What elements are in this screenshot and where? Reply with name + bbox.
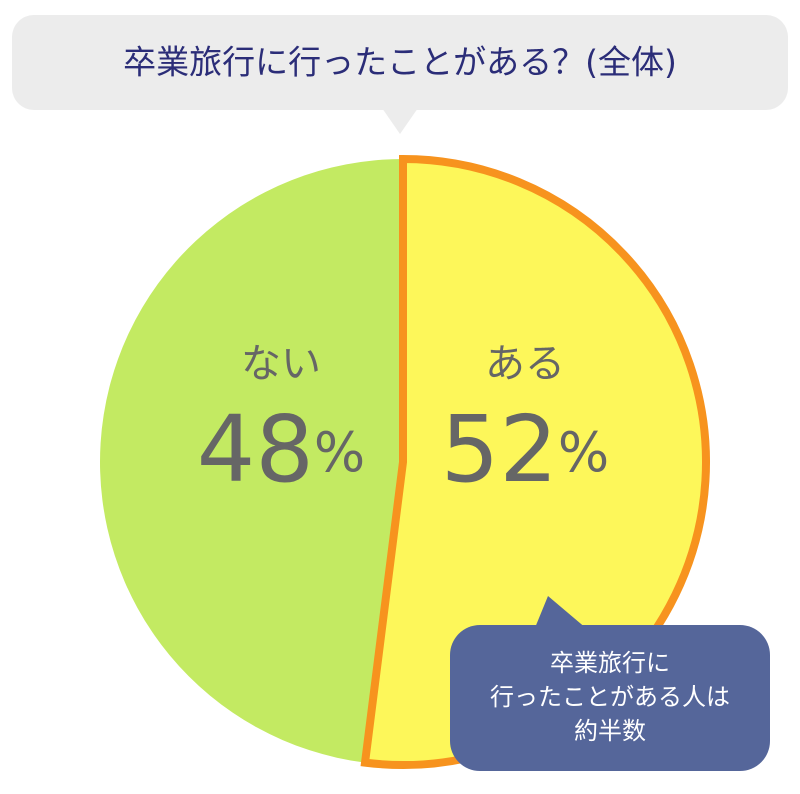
value-label: 52% xyxy=(441,396,609,503)
annotation-line: 行ったことがある人は xyxy=(490,683,730,711)
chart-title: 卒業旅行に行ったことがある？(全体) xyxy=(123,43,677,82)
annotation-bubble xyxy=(450,596,770,771)
bubble-box xyxy=(450,625,770,771)
category-label: ある xyxy=(485,341,565,387)
pie: ある 52% ない 48% xyxy=(99,154,710,769)
category-label: ない xyxy=(241,341,321,387)
title-bubble xyxy=(12,15,788,134)
bubble-pointer xyxy=(382,108,418,134)
pie-slice xyxy=(99,158,403,763)
value-label: 48% xyxy=(197,396,365,503)
bubble-box xyxy=(12,15,788,110)
annotation-line: 卒業旅行に xyxy=(550,649,670,677)
annotation-line: 約半数 xyxy=(574,717,646,745)
